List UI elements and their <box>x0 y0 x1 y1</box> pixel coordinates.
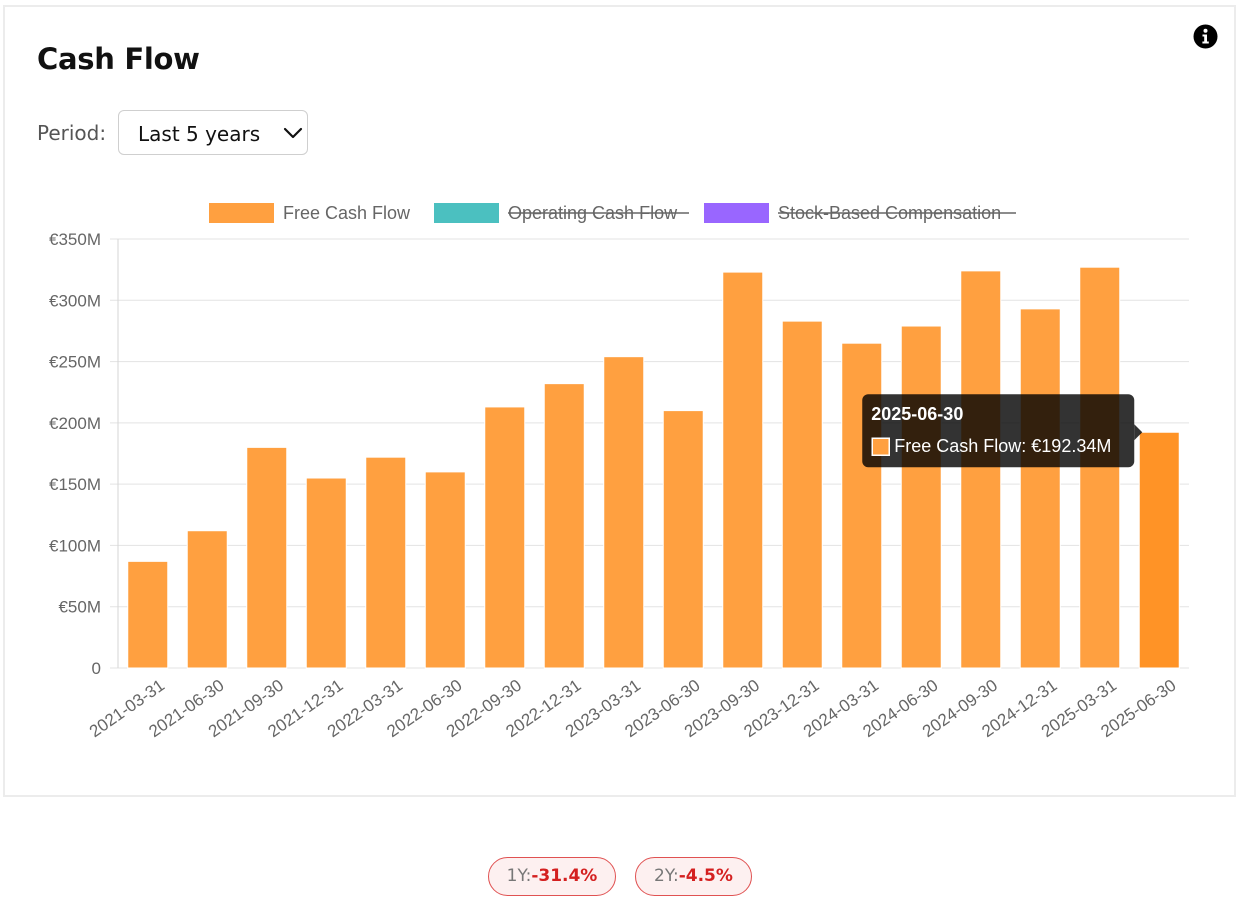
tooltip-label: Free Cash Flow: €192.34M <box>894 436 1111 456</box>
page-title: Cash Flow <box>37 42 200 76</box>
bar-2023-06-30[interactable] <box>662 410 704 669</box>
bar-2025-03-31[interactable] <box>1079 266 1121 669</box>
return-pill-2y: 2Y:-4.5% <box>635 857 752 896</box>
bar-2024-12-31[interactable] <box>1019 308 1061 669</box>
bar-2021-09-30[interactable] <box>246 446 288 669</box>
tooltip-title: 2025-06-30 <box>871 404 963 424</box>
y-tick-label: €300M <box>49 291 101 310</box>
bar-2022-06-30[interactable] <box>424 471 466 669</box>
bar-2022-09-30[interactable] <box>484 406 526 669</box>
bar-2024-03-31[interactable] <box>841 342 883 669</box>
period-select-value: Last 5 years <box>138 122 261 146</box>
y-tick-label: €100M <box>49 536 101 555</box>
legend-swatch-3[interactable] <box>704 203 769 223</box>
bar-2023-09-30[interactable] <box>722 271 764 669</box>
bar-2021-03-31[interactable] <box>127 560 169 669</box>
return-1y-value: -31.4% <box>531 866 598 886</box>
tooltip-swatch <box>871 437 890 456</box>
period-label: Period: <box>37 121 107 145</box>
cash-flow-chart: 0€50M€100M€150M€200M€250M€300M€350M2021-… <box>49 203 1189 741</box>
legend-label-1[interactable]: Free Cash Flow <box>283 203 411 223</box>
return-2y-label: 2Y: <box>654 866 679 886</box>
return-pill-1y: 1Y:-31.4% <box>488 857 616 896</box>
y-tick-label: €150M <box>49 475 101 494</box>
tooltip-caret <box>1134 424 1143 441</box>
y-tick-label: €250M <box>49 353 101 372</box>
bar-2021-06-30[interactable] <box>186 530 228 669</box>
chevron-down-icon <box>283 127 303 139</box>
period-select[interactable]: Last 5 years <box>118 110 308 155</box>
info-icon[interactable] <box>1193 24 1218 49</box>
y-tick-label: €350M <box>49 230 101 249</box>
return-1y-label: 1Y: <box>506 866 532 886</box>
tooltip-box <box>862 394 1135 468</box>
bar-2024-09-30[interactable] <box>960 270 1002 669</box>
bar-2023-12-31[interactable] <box>781 320 823 669</box>
bar-2024-06-30[interactable] <box>900 325 942 669</box>
bar-2023-03-31[interactable] <box>603 356 645 669</box>
bar-2022-03-31[interactable] <box>365 456 407 669</box>
y-tick-label: 0 <box>92 659 101 678</box>
bar-2022-12-31[interactable] <box>543 383 585 669</box>
legend-swatch-2[interactable] <box>434 203 499 223</box>
return-2y-value: -4.5% <box>678 866 733 886</box>
bar-2021-12-31[interactable] <box>305 477 347 669</box>
y-tick-label: €50M <box>58 598 101 617</box>
y-tick-label: €200M <box>49 414 101 433</box>
returns-row: 1Y:-31.4% 2Y:-4.5% <box>0 857 1242 897</box>
bar-2025-06-30[interactable] <box>1138 431 1180 669</box>
legend-swatch-1[interactable] <box>209 203 274 223</box>
